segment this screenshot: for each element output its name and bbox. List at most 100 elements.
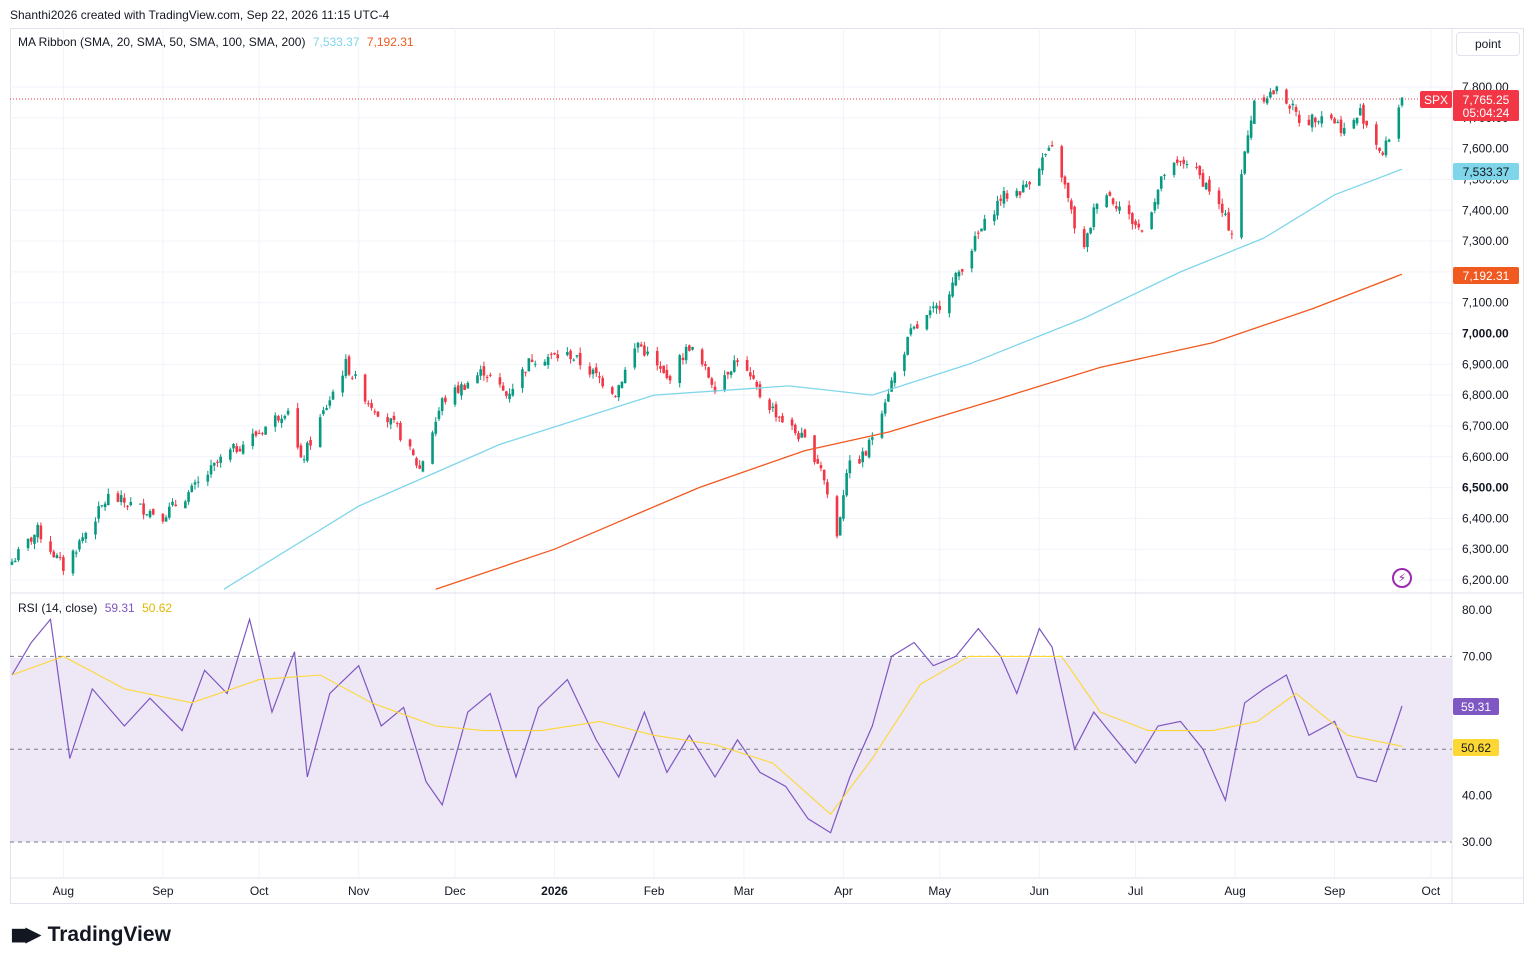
- candle-body: [52, 551, 56, 558]
- candle-body: [350, 377, 354, 379]
- candle-body: [636, 342, 640, 348]
- candle-body: [1092, 207, 1096, 227]
- candle-body: [681, 357, 685, 361]
- candle-body: [331, 391, 335, 400]
- candle-body: [232, 443, 235, 449]
- time-tick-label: Feb: [644, 884, 665, 898]
- candle-body: [639, 344, 643, 347]
- price-scale-unit-button[interactable]: point: [1456, 32, 1520, 56]
- candle-body: [736, 360, 739, 363]
- candle-body: [1005, 193, 1009, 199]
- price-legend-label: MA Ribbon (SMA, 20, SMA, 50, SMA, 100, S…: [18, 35, 306, 49]
- candle-body: [370, 403, 373, 408]
- candle-body: [251, 433, 255, 446]
- candle-body: [1153, 201, 1157, 211]
- candle-body: [1265, 98, 1269, 104]
- candle-body: [1397, 107, 1401, 139]
- symbol-tag-bg: [1420, 91, 1452, 108]
- candle-body: [1073, 206, 1076, 229]
- candle-body: [13, 560, 17, 563]
- symbol-tag: SPX: [1424, 93, 1448, 107]
- candle-body: [508, 393, 511, 400]
- candle-body: [283, 415, 287, 419]
- candle-body: [1118, 206, 1121, 211]
- candle-body: [1352, 120, 1356, 129]
- candle-body: [906, 336, 909, 355]
- rsi-ma-tag-bg: [1453, 739, 1499, 756]
- price-legend[interactable]: MA Ribbon (SMA, 20, SMA, 50, SMA, 100, S…: [18, 35, 418, 49]
- candle-body: [980, 228, 983, 232]
- candle-body: [1358, 108, 1362, 116]
- candle-body: [190, 485, 194, 492]
- candle-body: [466, 382, 470, 389]
- rsi-tick-label: 40.00: [1462, 789, 1492, 803]
- candle-body: [928, 310, 932, 316]
- candle-body: [460, 384, 463, 396]
- candle-body: [1114, 206, 1118, 209]
- price-tick-label: 6,700.00: [1462, 419, 1509, 433]
- candle-body: [771, 406, 775, 409]
- candle-body: [890, 380, 893, 392]
- candle-body: [62, 557, 65, 571]
- sma100-line: [223, 168, 1403, 590]
- candle-body: [688, 345, 691, 351]
- candle-body: [235, 446, 239, 452]
- candle-body: [530, 359, 534, 363]
- price-tick-label: 7,000.00: [1462, 327, 1509, 341]
- candle-body: [575, 355, 579, 357]
- countdown-tag: 05:04:24: [1463, 106, 1510, 120]
- candle-body: [367, 403, 370, 405]
- candle-body: [1086, 233, 1089, 248]
- time-tick-label: Aug: [1224, 884, 1245, 898]
- candle-body: [1195, 166, 1198, 168]
- candle-body: [1384, 140, 1388, 156]
- candle-body: [864, 451, 868, 456]
- candle-body: [209, 465, 213, 475]
- candle-body: [935, 305, 938, 309]
- time-tick-label: Jul: [1128, 884, 1143, 898]
- candle-body: [546, 356, 550, 366]
- candle-body: [511, 388, 515, 396]
- candle-body: [777, 416, 781, 418]
- candle-body: [116, 493, 120, 502]
- candle-body: [1201, 173, 1205, 187]
- candle-body: [119, 495, 123, 503]
- candle-body: [100, 505, 104, 507]
- candle-body: [925, 314, 929, 330]
- candle-body: [434, 421, 438, 434]
- candle-body: [1131, 213, 1134, 225]
- flash-icon[interactable]: ⚡: [1392, 568, 1412, 588]
- candle-body: [1355, 117, 1359, 124]
- candle-body: [1291, 103, 1295, 106]
- rsi-legend[interactable]: RSI (14, close) 59.31 50.62: [18, 601, 176, 615]
- candle-body: [280, 418, 283, 424]
- candle-body: [816, 459, 820, 464]
- candle-body: [999, 198, 1003, 201]
- rsi-legend-label: RSI (14, close): [18, 601, 98, 615]
- candle-body: [521, 369, 524, 389]
- price-axis-ticks: 7,800.007,700.007,600.007,500.007,400.00…: [1462, 80, 1509, 587]
- time-tick-label: Oct: [250, 884, 269, 898]
- rsi-tag: 59.31: [1461, 700, 1491, 714]
- candle-body: [710, 378, 714, 385]
- candle-body: [1070, 200, 1073, 210]
- candle-body: [1127, 205, 1131, 215]
- candle-body: [1294, 107, 1298, 112]
- candle-body: [842, 495, 845, 519]
- candle-body: [58, 556, 62, 558]
- candle-body: [903, 354, 906, 371]
- candle-body: [164, 517, 168, 522]
- candle-body: [1185, 164, 1189, 166]
- candle-body: [1330, 114, 1333, 119]
- candle-body: [161, 513, 165, 522]
- price-legend-value-sma100: 7,533.37: [312, 35, 360, 49]
- sma200-tag: 7,192.31: [1463, 269, 1510, 283]
- candle-body: [129, 501, 133, 506]
- candle-body: [1246, 135, 1250, 153]
- sma200-tag-bg: [1453, 267, 1519, 284]
- candle-body: [659, 366, 662, 369]
- candle-body: [1400, 97, 1404, 106]
